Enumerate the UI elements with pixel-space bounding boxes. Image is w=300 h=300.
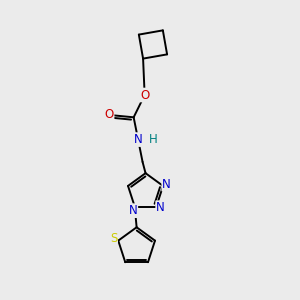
Text: H: H <box>149 133 158 146</box>
Text: N: N <box>134 133 142 146</box>
Text: O: O <box>140 88 149 101</box>
Text: N: N <box>129 204 137 217</box>
Text: O: O <box>104 108 114 122</box>
Text: N: N <box>162 178 171 190</box>
Text: N: N <box>156 201 165 214</box>
Text: S: S <box>110 232 117 245</box>
